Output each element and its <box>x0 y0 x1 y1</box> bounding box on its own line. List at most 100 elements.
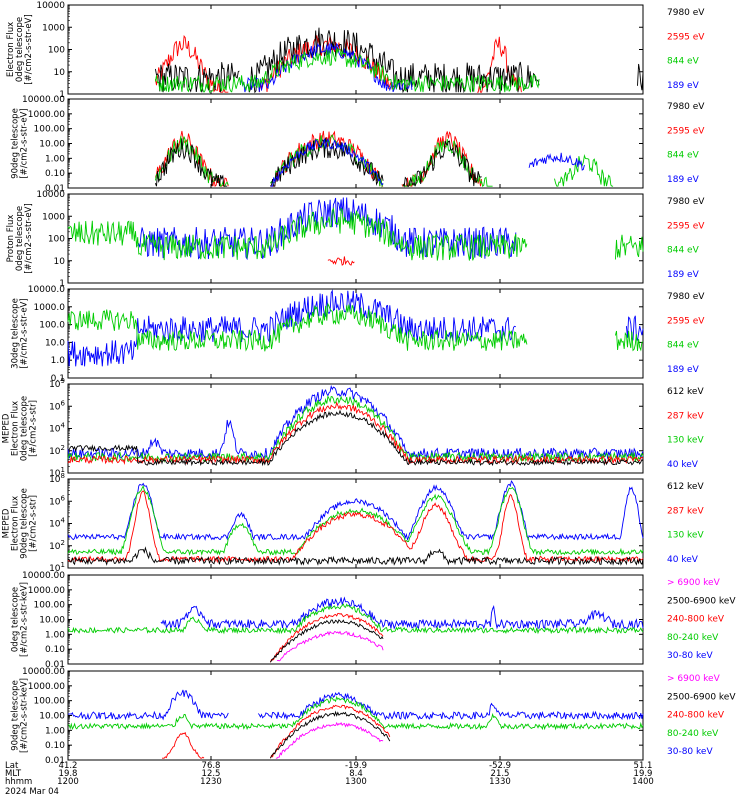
x-tick-lat: -52.9 <box>489 761 511 771</box>
y-tick-label: 104 <box>49 517 65 530</box>
legend-entry: 240-800 keV <box>667 711 725 721</box>
y-tick-label: 0.01 <box>45 660 65 670</box>
y-tick-label: 106 <box>49 494 65 507</box>
y-axis-label: 30deg telescope <box>11 298 21 369</box>
legend-entry: 2595 eV <box>667 316 705 326</box>
y-axis-label: 90deg telescope <box>11 108 21 179</box>
y-tick-label: 10000.00 <box>22 95 65 105</box>
x-tick-time: 1230 <box>200 777 222 787</box>
y-tick-label: 1.00 <box>45 630 65 640</box>
legend-entry: 30-80 keV <box>667 651 713 661</box>
y-tick-label: 104 <box>49 422 65 435</box>
y-tick-label: 100.00 <box>34 697 66 707</box>
legend-entry: 189 eV <box>667 175 700 185</box>
series-trace-3 <box>162 704 391 759</box>
y-tick-label: 1000 <box>42 23 65 33</box>
legend-entry: 130 keV <box>667 531 704 541</box>
legend-entry: 7980 eV <box>667 102 705 112</box>
y-axis-label: [#/cm2-s-str-eV] <box>24 14 34 84</box>
series-trace-1 <box>67 480 644 542</box>
panel-5: 109 106 104 102 101 MEPED Electron Flux 0deg te… <box>2 377 705 479</box>
series-trace-3 <box>67 401 644 465</box>
x-tick-mlt: 19.8 <box>59 769 78 779</box>
series-trace-5 <box>276 630 384 662</box>
plot-frame <box>67 478 644 569</box>
y-tick-label: 10.0 <box>45 338 65 348</box>
y-axis-label: [#/cm2-s-str-keV] <box>20 582 30 657</box>
series-trace-2 <box>67 302 644 352</box>
panel-8: 10000.00 1000.00 100.00 10.00 1.00 0.10 0.01 90… <box>11 667 737 766</box>
y-tick-label: 100 <box>48 46 65 56</box>
series-trace-5 <box>275 721 384 759</box>
legend-entry: 80-240 keV <box>667 633 719 643</box>
y-tick-label: 0.1 <box>51 374 65 384</box>
x-tick-lat: 76.8 <box>202 761 221 771</box>
y-axis-label: [#/cm2-s-str-eV] <box>24 203 34 273</box>
x-tick-mlt: 8.4 <box>349 769 363 779</box>
y-tick-label: 1000.00 <box>28 682 65 692</box>
y-axis-label: 0deg telescope <box>20 396 30 461</box>
legend-entry: 844 eV <box>667 341 700 351</box>
y-axis-label: Electron Flux <box>6 22 16 77</box>
y-tick-label: 1.00 <box>45 726 65 736</box>
y-axis-label: 90deg telescope <box>11 680 21 751</box>
legend-entry: 189 eV <box>667 365 700 375</box>
series-trace-3 <box>327 256 355 266</box>
x-tick-lat: 51.1 <box>634 761 653 771</box>
series-trace-4 <box>270 619 384 663</box>
series-trace-1 <box>67 384 644 461</box>
y-tick-label: 108 <box>49 472 65 485</box>
legend-entry: 189 eV <box>667 81 700 91</box>
legend-entry: 2595 eV <box>667 126 705 136</box>
x-tick-mlt: 19.9 <box>634 769 653 779</box>
series-trace-4 <box>270 710 391 759</box>
y-tick-label: 1000.00 <box>28 110 65 120</box>
x-tick-time: 1330 <box>489 777 511 787</box>
x-row-label: MLT <box>5 769 22 779</box>
y-tick-label: 10000 <box>36 190 65 200</box>
x-tick-mlt: 12.5 <box>202 769 221 779</box>
legend-entry: 612 keV <box>667 482 704 492</box>
y-axis-label: Electron Flux <box>11 401 21 456</box>
legend-entry: 7980 eV <box>667 197 705 207</box>
y-tick-label: 101 <box>49 561 65 574</box>
legend-entry: > 6900 keV <box>667 674 721 684</box>
y-axis-label: [#/cm2-s-str-eV] <box>20 298 30 368</box>
y-axis-label: Electron Flux <box>11 496 21 551</box>
y-tick-label: 10.00 <box>39 712 65 722</box>
date-label: 2024 Mar 04 <box>5 787 59 797</box>
legend-entry: 844 eV <box>667 151 700 161</box>
series-trace-1 <box>154 130 483 188</box>
y-axis-label: MEPED <box>2 508 12 538</box>
y-axis-label: 0deg telescope <box>15 17 25 82</box>
x-tick-lat: 41.2 <box>59 761 78 771</box>
y-tick-label: 0.01 <box>45 756 65 766</box>
y-tick-label: 1000 <box>42 212 65 222</box>
x-row-label: Lat <box>5 761 19 771</box>
legend-entry: 130 keV <box>667 436 704 446</box>
y-tick-label: 100.00 <box>34 601 66 611</box>
y-tick-label: 1 <box>59 279 65 289</box>
y-tick-label: 100.0 <box>39 321 65 331</box>
legend-entry: 7980 eV <box>667 8 705 18</box>
y-tick-label: 0.10 <box>45 645 65 655</box>
y-tick-label: 10.00 <box>39 616 65 626</box>
series-trace-2 <box>67 603 644 635</box>
x-tick-time: 1300 <box>345 777 367 787</box>
series-trace-2 <box>67 207 644 261</box>
y-tick-label: 1.0 <box>51 356 66 366</box>
y-tick-label: 102 <box>49 539 65 552</box>
series-trace-3 <box>67 490 644 564</box>
legend-entry: 2500-6900 keV <box>667 596 736 606</box>
y-axis-label: MEPED <box>2 413 12 443</box>
y-tick-label: 10000 <box>36 1 65 11</box>
series-trace-1 <box>137 197 517 261</box>
legend-entry: 40 keV <box>667 460 699 470</box>
legend-entry: 189 eV <box>667 270 700 280</box>
y-tick-label: 10000.00 <box>22 667 65 677</box>
panel-6: 108 106 104 102 101 MEPED Electron Flux 90deg t… <box>2 472 705 574</box>
legend-entry: 844 eV <box>667 57 700 67</box>
